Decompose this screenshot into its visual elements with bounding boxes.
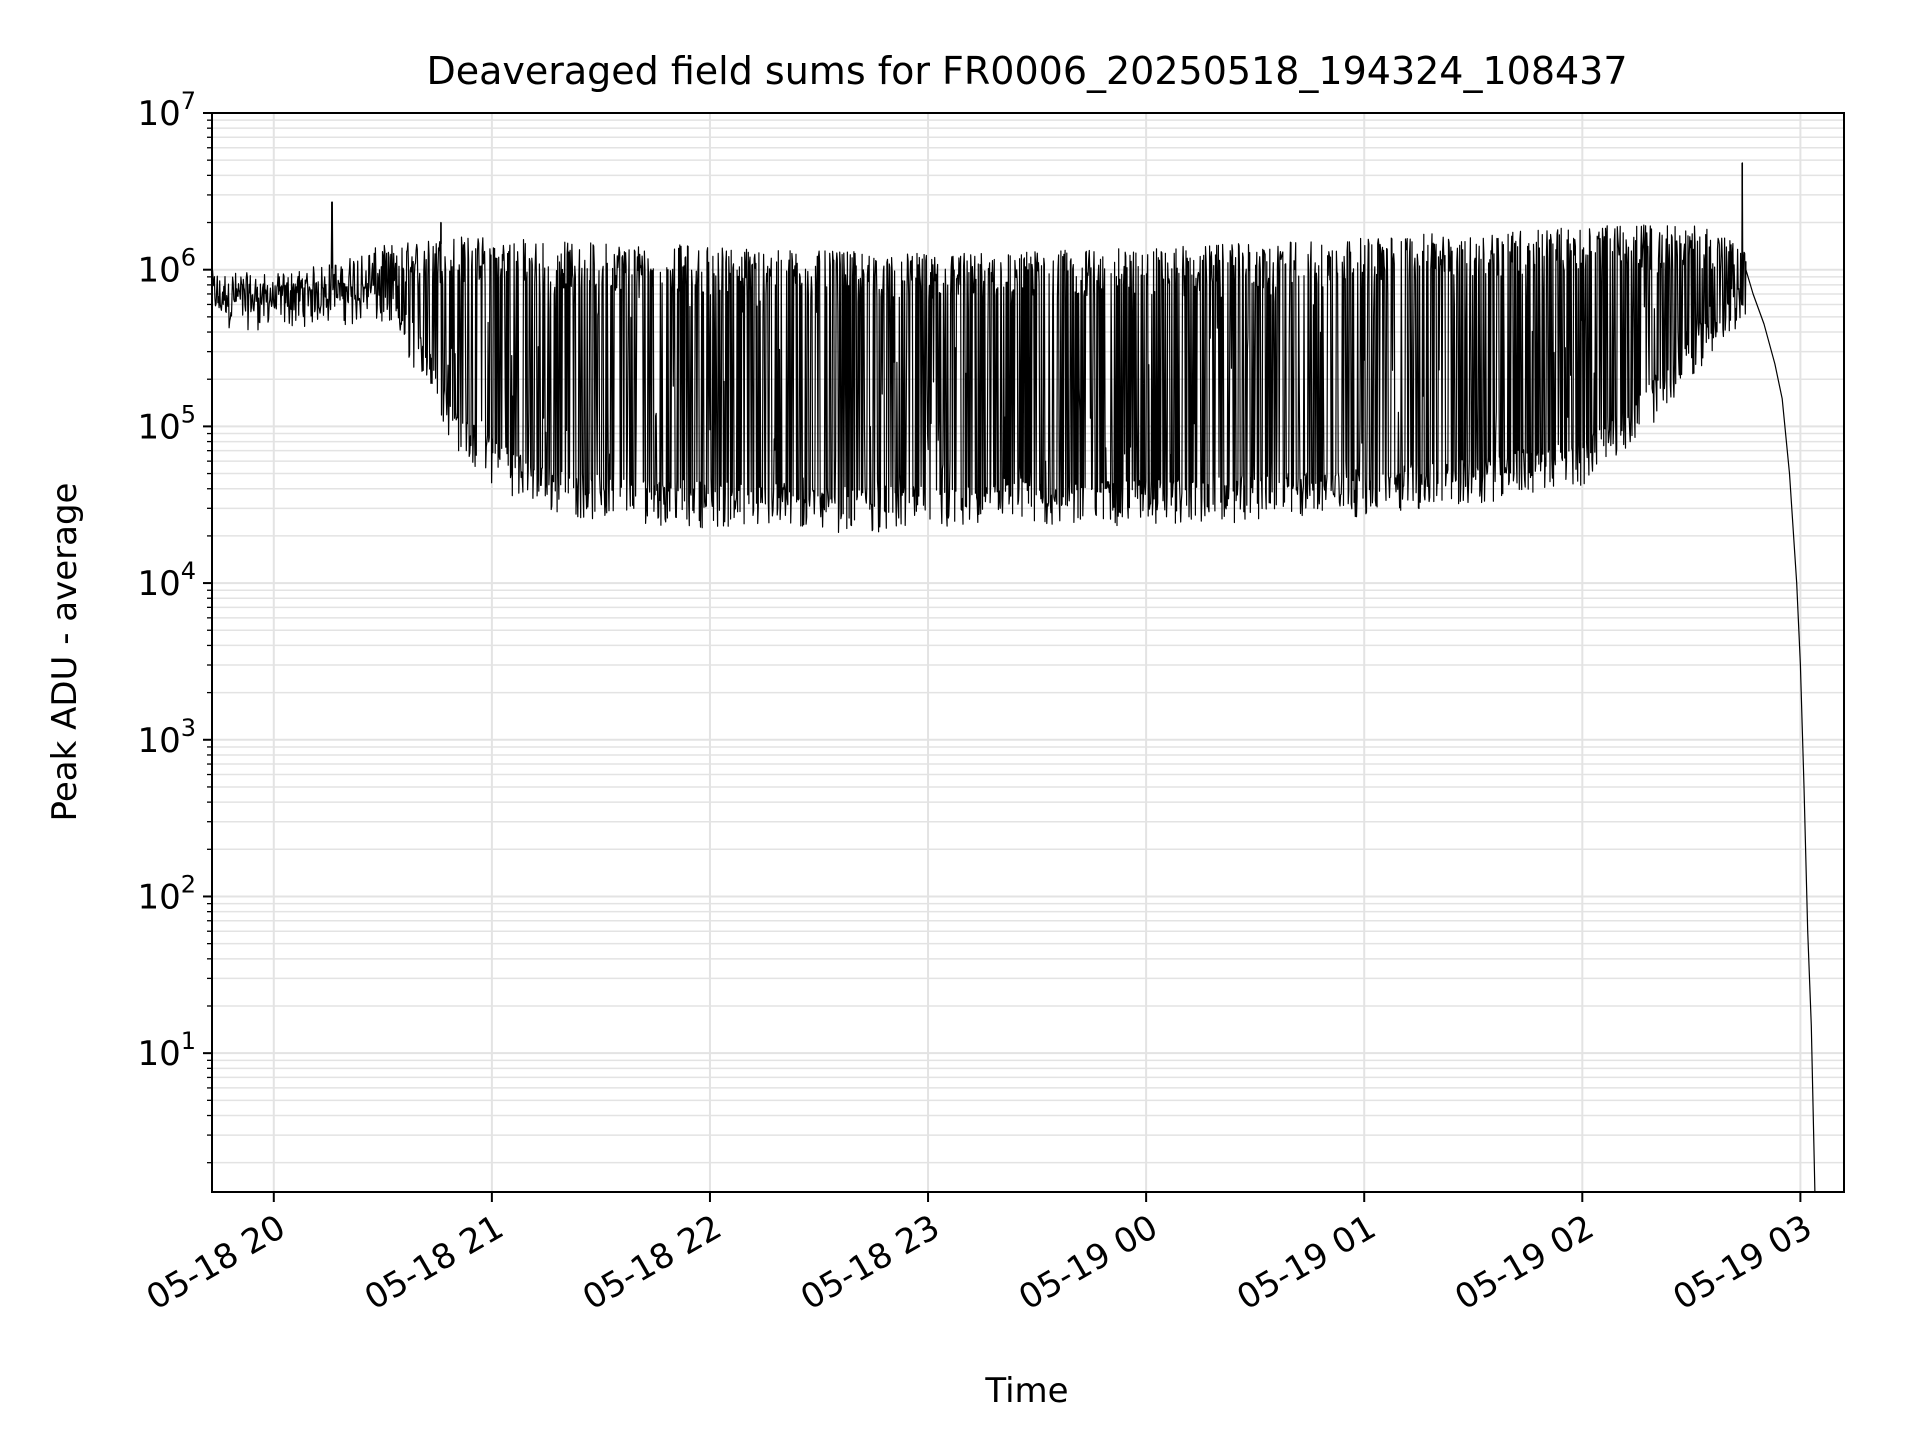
plot-area bbox=[211, 162, 1816, 1193]
y-tick-label: 104 bbox=[137, 557, 196, 604]
series-line bbox=[211, 162, 1816, 1193]
axes-frame bbox=[211, 112, 1845, 1193]
y-tick-label: 101 bbox=[137, 1027, 196, 1074]
y-tick-label: 106 bbox=[137, 244, 196, 291]
y-tick-label: 102 bbox=[137, 870, 196, 917]
y-tick-label: 103 bbox=[137, 714, 196, 761]
chart-title: Deaveraged field sums for FR0006_2025051… bbox=[426, 49, 1627, 93]
y-axis-label: Peak ADU - average bbox=[45, 483, 85, 822]
y-axis: 101 102 103 104 105 106 107 bbox=[137, 87, 212, 1164]
y-tick-label: 105 bbox=[137, 400, 196, 447]
y-tick-label: 107 bbox=[137, 87, 196, 134]
x-axis-label: Time bbox=[984, 1371, 1068, 1411]
